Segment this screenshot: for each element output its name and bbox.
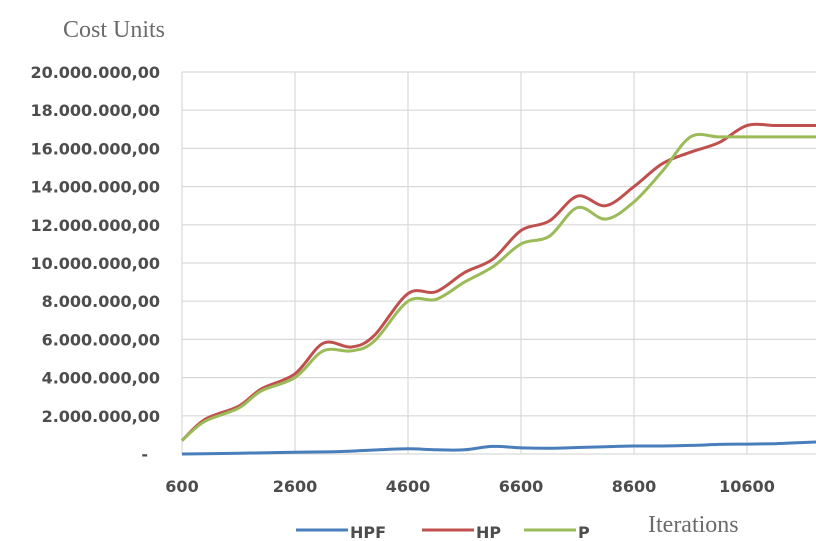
- x-axis-ticks: 600 2600 4600 6600 8600 10600: [165, 477, 775, 496]
- x-tick-label: 6600: [499, 477, 544, 496]
- series-line-hp: [180, 122, 816, 442]
- legend-label-p: P: [578, 523, 590, 541]
- x-tick-label: 4600: [386, 477, 431, 496]
- y-tick-label: -: [141, 445, 148, 464]
- y-tick-label: 6.000.000,00: [42, 330, 160, 349]
- legend-label-hp: HP: [476, 523, 501, 541]
- series-lines: [180, 122, 816, 456]
- y-tick-label: 16.000.000,00: [30, 139, 160, 158]
- x-tick-label: 10600: [719, 477, 775, 496]
- y-tick-label: 8.000.000,00: [42, 292, 160, 311]
- legend-label-hpf: HPF: [350, 523, 386, 541]
- y-tick-label: 20.000.000,00: [30, 63, 160, 82]
- y-axis-ticks: - 2.000.000,00 4.000.000,00 6.000.000,00 8.0…: [30, 63, 160, 464]
- x-tick-label: 8600: [612, 477, 657, 496]
- y-tick-label: 18.000.000,00: [30, 101, 160, 120]
- x-axis-title: Iterations: [648, 512, 739, 538]
- y-tick-label: 10.000.000,00: [30, 254, 160, 273]
- y-tick-label: 4.000.000,00: [42, 369, 160, 388]
- y-tick-label: 12.000.000,00: [30, 216, 160, 235]
- x-tick-label: 2600: [273, 477, 318, 496]
- legend: HPF HP P: [296, 523, 590, 541]
- y-tick-label: 14.000.000,00: [30, 178, 160, 197]
- series-line-hpf: [181, 440, 816, 456]
- y-axis-title: Cost Units: [63, 17, 165, 43]
- y-tick-label: 2.000.000,00: [42, 407, 160, 426]
- series-line-p: [181, 132, 816, 442]
- x-tick-label: 600: [165, 477, 198, 496]
